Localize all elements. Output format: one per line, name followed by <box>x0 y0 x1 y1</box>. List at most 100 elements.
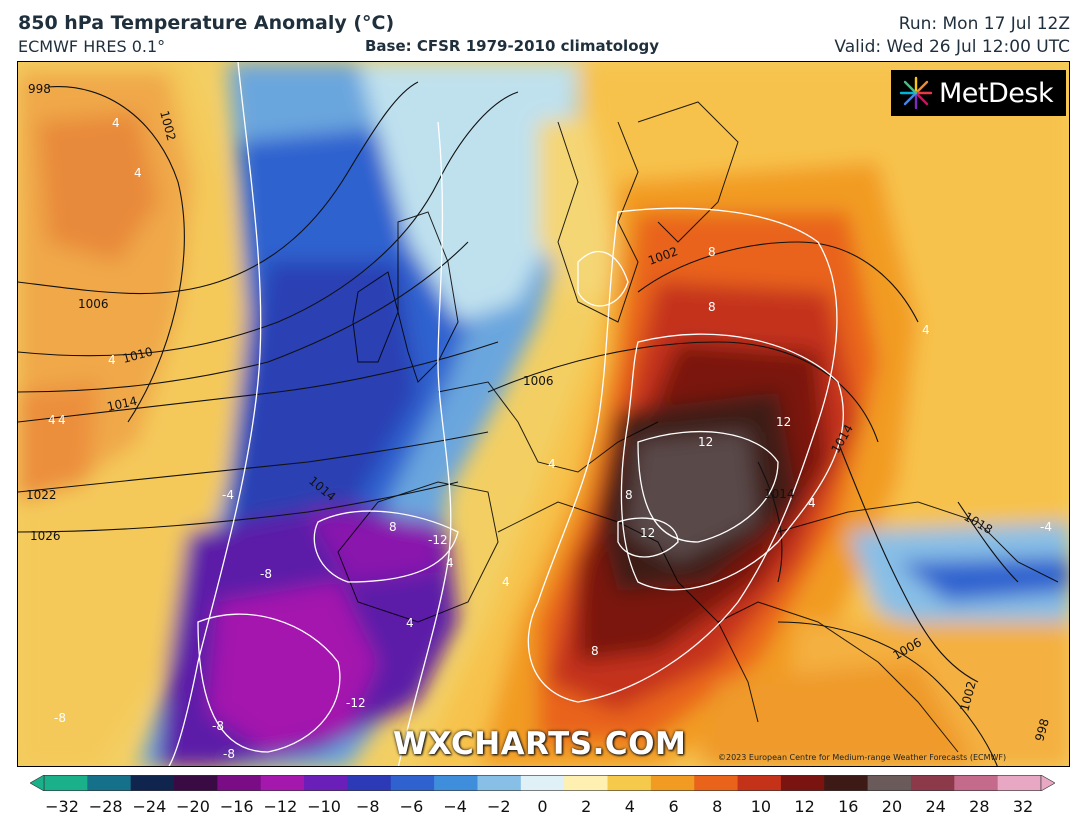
isobar-label: 998 <box>1032 717 1051 743</box>
colorbar <box>30 775 1055 791</box>
colorbar-tick-label: −28 <box>88 797 123 816</box>
climatology-base: Base: CFSR 1979-2010 climatology <box>365 37 660 55</box>
isobar-label: 1006 <box>78 297 109 311</box>
colorbar-max-arrow <box>1040 775 1055 791</box>
colorbar-segment <box>477 775 522 791</box>
colorbar-segment <box>217 775 262 791</box>
anomaly-label: 4 <box>922 323 930 337</box>
colorbar-tick-label: −8 <box>355 797 380 816</box>
colorbar-tick-label: −12 <box>263 797 298 816</box>
colorbar-tick-label: −24 <box>132 797 167 816</box>
anomaly-label: -8 <box>223 747 235 761</box>
isobar-label: 998 <box>28 82 51 96</box>
copyright-notice: ©2023 European Centre for Medium-range W… <box>718 753 1007 762</box>
anomaly-label: -12 <box>346 696 366 710</box>
map-canvas: 998 1002 1006 1010 1014 1022 1026 1002 1… <box>18 62 1069 766</box>
colorbar-segment <box>260 775 305 791</box>
colorbar-segment <box>607 775 652 791</box>
colorbar-segment <box>434 775 478 791</box>
isobar-label: 1006 <box>523 374 554 388</box>
colorbar-segment <box>737 775 782 791</box>
chart-title: 850 hPa Temperature Anomaly (°C) <box>18 12 395 34</box>
colorbar-segment <box>520 775 565 791</box>
colorbar-tick-label: −20 <box>176 797 210 816</box>
colorbar-tick-label: 12 <box>794 797 815 816</box>
anomaly-label: 4 <box>808 496 816 510</box>
colorbar-segment <box>650 775 695 791</box>
colorbar-segment <box>824 775 869 791</box>
colorbar-segment <box>694 775 739 791</box>
anomaly-label: 12 <box>776 415 791 429</box>
colorbar-tick-label: −16 <box>219 797 254 816</box>
colorbar-segment <box>910 775 955 791</box>
colorbar-tick-label: −4 <box>443 797 467 816</box>
anomaly-label: 4 <box>548 457 556 471</box>
colorbar-segment <box>867 775 912 791</box>
metdesk-burst-icon <box>899 76 933 110</box>
anomaly-label: 8 <box>708 300 716 314</box>
anomaly-label: 4 <box>48 413 56 427</box>
colorbar-tick-label: −6 <box>399 797 424 816</box>
anomaly-label: 4 <box>134 166 142 180</box>
anomaly-label: -4 <box>222 488 234 502</box>
isobar-label-group: 998 1002 1006 1010 1014 1022 1026 1002 1… <box>26 82 1052 743</box>
colorbar-tick-label: 6 <box>668 797 679 816</box>
colorbar-segment <box>347 775 392 791</box>
metdesk-logo-text: MetDesk <box>939 77 1054 109</box>
colorbar-tick-label: 0 <box>537 797 548 816</box>
anomaly-contours <box>168 62 844 766</box>
colorbar-tick-label: 4 <box>624 797 635 816</box>
isobars <box>18 81 1019 766</box>
colorbar-tick-label: 32 <box>1012 797 1034 816</box>
anomaly-label-group: 4 4 4 4 4 -4 -8 -8 8 -12 -12 -8 -8 8 8 8… <box>48 116 1052 761</box>
colorbar-segment <box>564 775 609 791</box>
colorbar-segment <box>390 775 435 791</box>
colorbar-segment <box>130 775 175 791</box>
metdesk-logo: MetDesk <box>891 70 1066 116</box>
anomaly-label: 8 <box>591 644 599 658</box>
anomaly-label: 4 <box>112 116 120 130</box>
isobar-label: 1014 <box>106 394 139 414</box>
isobar-label: 1014 <box>764 487 795 501</box>
anomaly-label: 4 <box>502 575 510 589</box>
colorbar-tick-label: 8 <box>712 797 723 816</box>
valid-time: Valid: Wed 26 Jul 12:00 UTC <box>834 37 1070 57</box>
anomaly-label: -8 <box>212 719 224 733</box>
colorbar-segment <box>174 775 218 791</box>
anomaly-label: 4 <box>58 413 66 427</box>
colorbar-tick-label: −2 <box>487 797 511 816</box>
colorbar-tick-label: 24 <box>925 797 946 816</box>
colorbar-segment <box>304 775 348 791</box>
anomaly-label: 4 <box>108 353 116 367</box>
colorbar-segment <box>87 775 132 791</box>
colorbar-tick-label: 2 <box>581 797 592 816</box>
colorbar-segment <box>954 775 999 791</box>
anomaly-label: -12 <box>428 533 448 547</box>
colorbar-tick-label: 28 <box>969 797 990 816</box>
anomaly-label: 12 <box>698 435 713 449</box>
colorbar-tick-label: 16 <box>838 797 859 816</box>
anomaly-label: -8 <box>260 567 272 581</box>
colorbar-tick-label: 10 <box>750 797 772 816</box>
anomaly-label: 4 <box>446 556 454 570</box>
anomaly-label: 8 <box>389 520 397 534</box>
anomaly-map[interactable]: 998 1002 1006 1010 1014 1022 1026 1002 1… <box>17 61 1070 767</box>
colorbar-segment <box>997 775 1042 791</box>
anomaly-label: -8 <box>54 711 66 725</box>
isobar-label: 1022 <box>26 488 57 502</box>
isobar-label: 1026 <box>30 529 61 543</box>
colorbar-segment <box>780 775 825 791</box>
anomaly-label: 4 <box>406 616 414 630</box>
colorbar-tick-label: 20 <box>881 797 903 816</box>
colorbar-min-arrow <box>30 775 45 791</box>
watermark: WXCHARTS.COM <box>393 726 687 762</box>
anomaly-label: 12 <box>640 526 655 540</box>
run-time: Run: Mon 17 Jul 12Z <box>898 14 1070 34</box>
colorbar-tick-label: −32 <box>45 797 79 816</box>
anomaly-label: 8 <box>708 245 716 259</box>
colorbar-segment <box>44 775 88 791</box>
colorbar-labels: −32 −28 −24 −20 −16 −12 −10 −8 −6 −4 −2 0 2 4 6 8 10 12 16… <box>0 797 1088 819</box>
model-name: ECMWF HRES 0.1° <box>18 37 166 56</box>
anomaly-label: -4 <box>1040 520 1052 534</box>
anomaly-label: 8 <box>625 488 633 502</box>
